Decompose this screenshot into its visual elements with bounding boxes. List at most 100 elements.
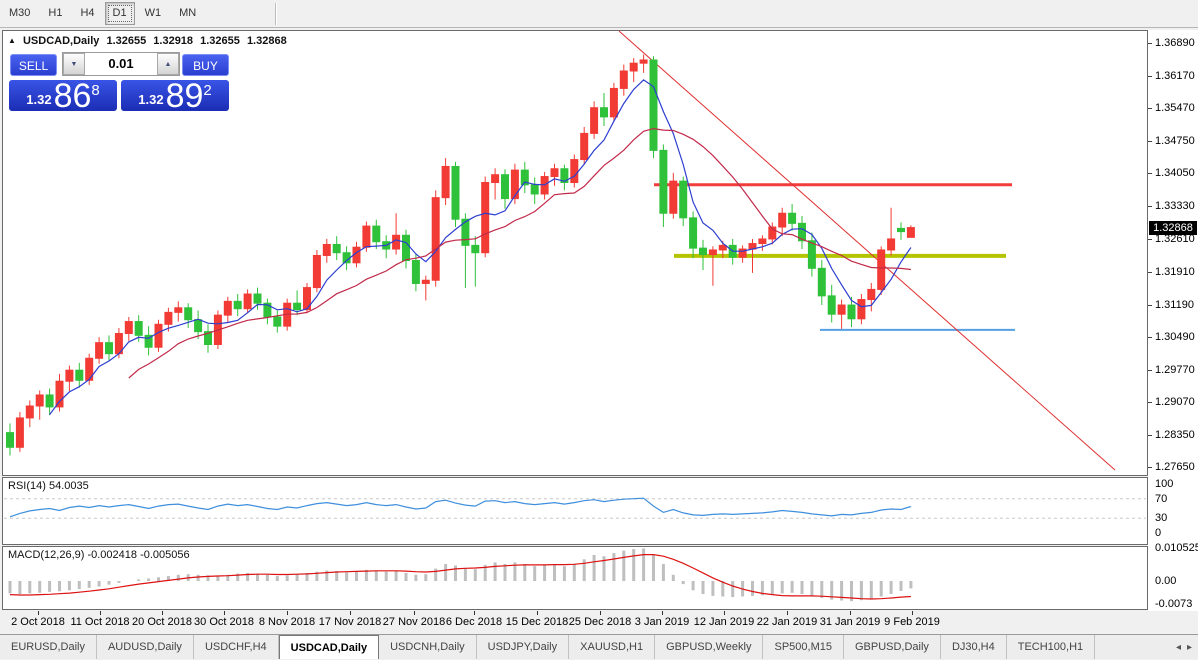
candle	[303, 287, 311, 311]
rsi-line	[9, 497, 912, 518]
timeframe-d1-button[interactable]: D1	[104, 2, 135, 25]
candle	[124, 321, 133, 334]
time-axis-tick-mark	[100, 611, 101, 615]
main-chart-canvas[interactable]	[2, 30, 1148, 611]
time-axis-label: 9 Feb 2019	[884, 616, 940, 628]
buy-price-pip-digit: 2	[203, 82, 212, 99]
time-axis-label: 17 Nov 2018	[318, 616, 382, 628]
candle	[392, 234, 401, 250]
time-axis-label: 6 Dec 2018	[445, 616, 503, 628]
sell-button[interactable]: SELL	[10, 54, 57, 76]
volume-decrease-button[interactable]: ▼	[63, 53, 85, 75]
ma-slow-line	[128, 127, 911, 379]
price-axis-tick-mark	[1148, 108, 1152, 109]
timeframe-w1-button[interactable]: W1	[144, 7, 162, 19]
tab-xauusd-h1[interactable]: XAUUSD,H1	[569, 635, 656, 659]
time-axis-label: 25 Dec 2018	[568, 616, 632, 628]
price-axis-tick: 1.34050	[1155, 167, 1195, 179]
candle	[877, 249, 886, 290]
chevron-down-icon: ▼	[70, 60, 78, 68]
buy-price-button[interactable]: 1.32 89 2	[121, 79, 229, 113]
tab-usdcad-daily[interactable]: USDCAD,Daily	[278, 635, 380, 659]
candle	[95, 342, 104, 359]
quote-close: 1.32868	[246, 35, 287, 47]
tab-tech100-h1[interactable]: TECH100,H1	[1007, 635, 1096, 659]
price-axis[interactable]: 1.36890 1.36170 1.35470 1.34750 1.34050 1.333…	[1148, 30, 1198, 611]
candle	[293, 302, 302, 311]
tab-scroll-right-icon[interactable]: ▸	[1186, 641, 1192, 653]
time-axis-label: 15 Dec 2018	[505, 616, 569, 628]
time-axis-label: 27 Nov 2018	[382, 616, 446, 628]
tab-usdcnh-daily[interactable]: USDCNH,Daily	[379, 635, 477, 659]
tab-eurusd-daily[interactable]: EURUSD,Daily	[0, 635, 97, 659]
tab-scroll-left-icon[interactable]: ◂	[1175, 641, 1181, 653]
candle	[560, 168, 569, 184]
candle	[580, 132, 589, 161]
candle	[332, 243, 341, 254]
candle	[184, 307, 193, 321]
time-axis[interactable]: 2 Oct 2018 11 Oct 2018 20 Oct 2018 30 Oct 2…	[0, 611, 1198, 633]
time-axis-label: 11 Oct 2018	[70, 616, 130, 628]
candle	[253, 293, 262, 304]
candle	[550, 168, 559, 178]
candle	[758, 238, 767, 245]
candle	[55, 380, 64, 408]
tab-sp500-m15[interactable]: SP500,M15	[763, 635, 844, 659]
quote-high: 1.32918	[153, 35, 194, 47]
candle	[105, 342, 113, 355]
price-axis-tick-mark	[1148, 272, 1152, 273]
candle	[174, 307, 183, 313]
time-axis-label: 12 Jan 2019	[693, 616, 755, 628]
price-axis-tick-mark	[1148, 435, 1152, 436]
timeframe-h1-button[interactable]: H1	[48, 7, 63, 19]
collapse-arrow-icon[interactable]: ▲	[8, 36, 16, 45]
candle	[738, 248, 747, 258]
candle	[699, 247, 707, 256]
candle	[431, 197, 440, 281]
timeframe-mn-button[interactable]: MN	[179, 7, 197, 19]
price-axis-tick-mark	[1148, 173, 1152, 174]
price-axis-tick: 1.36170	[1155, 70, 1195, 82]
price-axis-tick-mark	[1148, 370, 1152, 371]
timeframe-m30-button[interactable]: M30	[9, 7, 31, 19]
time-axis-label: 22 Jan 2019	[756, 616, 818, 628]
tab-audusd-daily[interactable]: AUDUSD,Daily	[97, 635, 194, 659]
rsi-axis-tick: 100	[1155, 478, 1174, 490]
volume-stepper: ▼ 0.01 ▲	[62, 52, 180, 76]
price-axis-tick: 1.32610	[1155, 233, 1195, 245]
candle	[609, 87, 618, 118]
volume-increase-button[interactable]: ▲	[157, 53, 179, 75]
tab-gbpusd-weekly[interactable]: GBPUSD,Weekly	[655, 635, 764, 659]
candle	[619, 70, 628, 89]
time-axis-tick-mark	[662, 611, 663, 615]
candles-group	[6, 54, 915, 456]
quote-header: ▲ USDCAD,Daily 1.32655 1.32918 1.32655 1…	[8, 35, 291, 47]
candle	[817, 267, 826, 297]
price-axis-tick-mark	[1148, 402, 1152, 403]
tab-gbpusd-daily[interactable]: GBPUSD,Daily	[844, 635, 941, 659]
tab-dj30-h4[interactable]: DJ30,H4	[941, 635, 1007, 659]
volume-input[interactable]: 0.01	[108, 56, 134, 71]
candle	[273, 316, 282, 327]
price-axis-tick: 1.34750	[1155, 135, 1195, 147]
candle	[778, 212, 787, 228]
buy-button[interactable]: BUY	[182, 54, 229, 76]
candle	[530, 184, 539, 195]
candle	[679, 180, 688, 219]
tab-usdjpy-daily[interactable]: USDJPY,Daily	[477, 635, 570, 659]
time-axis-label: 30 Oct 2018	[194, 616, 254, 628]
candle	[45, 394, 54, 408]
sell-price-prefix: 1.32	[26, 92, 52, 107]
tab-usdchf-h4[interactable]: USDCHF,H4	[194, 635, 279, 659]
candle	[659, 149, 668, 214]
rsi-panel-frame	[2, 477, 1148, 545]
candle	[223, 300, 232, 316]
candle	[6, 432, 14, 448]
descending-trendline[interactable]	[618, 30, 1116, 471]
candle	[887, 238, 896, 251]
sell-price-button[interactable]: 1.32 86 8	[9, 79, 117, 113]
price-axis-tick: 1.29070	[1155, 396, 1195, 408]
price-axis-tick-mark	[1148, 305, 1152, 306]
timeframe-h4-button[interactable]: H4	[80, 7, 95, 19]
macd-axis-tick: -0.0073	[1155, 598, 1193, 610]
